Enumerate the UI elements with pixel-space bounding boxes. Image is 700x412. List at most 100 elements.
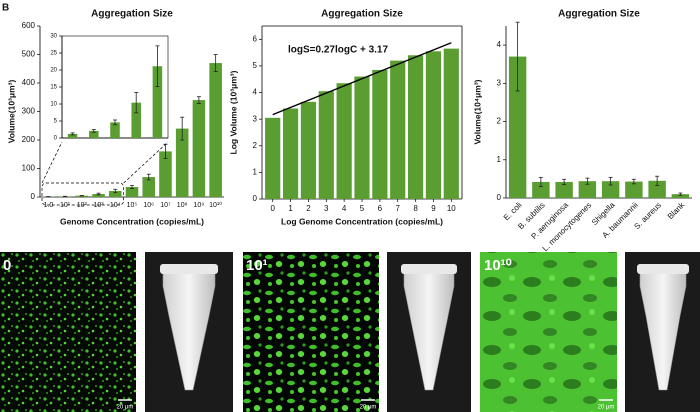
bar bbox=[110, 122, 120, 138]
image-label: 10¹ bbox=[246, 257, 268, 274]
bar bbox=[300, 101, 317, 199]
x-axis-label: Genome Concentration (copies/mL) bbox=[60, 216, 204, 226]
y-tick-label: 5 bbox=[54, 119, 58, 125]
y-tick-label: 1 bbox=[253, 167, 258, 176]
x-tick-label: 7 bbox=[395, 204, 400, 213]
x-tick-label: 10⁹ bbox=[194, 202, 205, 209]
y-tick-label: 15 bbox=[50, 85, 57, 91]
annotation: logS=0.27logC + 3.17 bbox=[288, 45, 388, 56]
scale-bar-label: 20 μm bbox=[360, 405, 377, 411]
bar bbox=[532, 181, 550, 198]
x-tick-label: 10⁶ bbox=[143, 202, 154, 209]
x-tick-label: 8 bbox=[413, 204, 418, 213]
error-bar bbox=[70, 132, 75, 136]
bar bbox=[625, 181, 643, 198]
x-tick-label: 10¹⁰ bbox=[209, 201, 222, 209]
x-tick-label: 10⁷ bbox=[160, 202, 171, 209]
bar bbox=[555, 181, 573, 198]
x-tick-label: 3 bbox=[324, 204, 329, 213]
y-tick-label: 400 bbox=[22, 78, 36, 87]
y-tick-label: 3 bbox=[497, 78, 502, 87]
error-bar bbox=[196, 96, 201, 104]
zoom-box bbox=[41, 182, 124, 206]
bar bbox=[142, 177, 155, 197]
micrograph bbox=[243, 252, 379, 412]
bar bbox=[159, 151, 172, 197]
bar bbox=[390, 60, 406, 199]
x-tick-label: 5 bbox=[360, 204, 365, 213]
tube-photo bbox=[387, 252, 471, 412]
error-bar bbox=[113, 188, 118, 194]
error-bar bbox=[180, 116, 185, 141]
x-tick-label: 0 bbox=[270, 204, 275, 213]
y-tick-label: 25 bbox=[50, 51, 57, 57]
bar bbox=[152, 66, 163, 138]
error-bar bbox=[146, 173, 151, 181]
bar bbox=[209, 63, 222, 197]
y-tick-label: 2 bbox=[253, 141, 258, 150]
bar bbox=[89, 130, 99, 138]
error-bar bbox=[134, 92, 139, 114]
y-tick-label: 0 bbox=[497, 193, 502, 202]
bar bbox=[125, 187, 139, 197]
bar bbox=[407, 55, 424, 200]
chart-title: Aggregation Size bbox=[91, 9, 173, 20]
y-axis-label: Volume(10⁴μm³) bbox=[472, 79, 482, 144]
bar bbox=[67, 133, 78, 138]
x-tick-label: 10¹ bbox=[60, 202, 71, 209]
bar bbox=[175, 128, 189, 197]
y-tick-label: 6 bbox=[253, 34, 258, 43]
y-tick-label: 100 bbox=[22, 164, 36, 173]
bar bbox=[425, 51, 442, 200]
bar bbox=[75, 195, 89, 197]
error-bar bbox=[96, 192, 101, 196]
zoom-link bbox=[123, 141, 169, 184]
bar bbox=[282, 108, 299, 199]
x-tick-label: 9 bbox=[431, 204, 436, 213]
error-bar bbox=[655, 175, 660, 186]
bar bbox=[508, 56, 527, 199]
micrograph bbox=[0, 252, 136, 412]
x-tick-label: 1 bbox=[288, 204, 293, 213]
x-tick-label: 2 bbox=[306, 204, 311, 213]
bar bbox=[265, 117, 281, 199]
x-tick-label: 10 bbox=[447, 204, 456, 213]
bar bbox=[671, 194, 690, 198]
y-axis-label: Volume(10³μm³) bbox=[6, 80, 16, 144]
image-label: 0 bbox=[3, 257, 11, 274]
x-tick-label: Blank bbox=[666, 200, 687, 221]
x-tick-label: E. coli bbox=[502, 200, 524, 222]
error-bar bbox=[585, 177, 590, 185]
error-bar bbox=[678, 192, 683, 196]
bar bbox=[92, 194, 105, 197]
x-axis-label: Log Genome Concentration (copies/mL) bbox=[281, 216, 443, 226]
zoom-link bbox=[41, 141, 63, 184]
scale-bar-label: 20 μm bbox=[598, 405, 615, 411]
bar bbox=[131, 102, 141, 138]
y-tick-label: 20 bbox=[50, 68, 57, 74]
y-tick-label: 200 bbox=[22, 135, 36, 144]
y-tick-label: 30 bbox=[50, 34, 57, 40]
panel-label: B bbox=[2, 3, 9, 14]
error-bar bbox=[155, 45, 160, 88]
error-bar bbox=[608, 176, 613, 186]
error-bar bbox=[562, 178, 567, 186]
micrograph bbox=[480, 252, 617, 412]
y-tick-label: 0 bbox=[31, 192, 36, 201]
error-bar bbox=[538, 176, 543, 187]
tube-photo bbox=[145, 252, 233, 412]
error-bar bbox=[130, 185, 134, 189]
y-tick-label: 4 bbox=[497, 40, 502, 49]
y-axis-label: Log Volume (10³μm³) bbox=[228, 70, 238, 154]
y-tick-label: 600 bbox=[22, 21, 36, 30]
bar bbox=[109, 190, 122, 197]
y-tick-label: 2 bbox=[497, 117, 502, 126]
bar bbox=[601, 181, 620, 198]
error-bar bbox=[631, 178, 636, 185]
x-tick-label: 10⁵ bbox=[127, 202, 138, 209]
y-tick-label: 500 bbox=[22, 50, 36, 59]
x-tick-label: 6 bbox=[378, 204, 383, 213]
y-tick-label: 3 bbox=[253, 114, 258, 123]
bar bbox=[192, 100, 206, 197]
